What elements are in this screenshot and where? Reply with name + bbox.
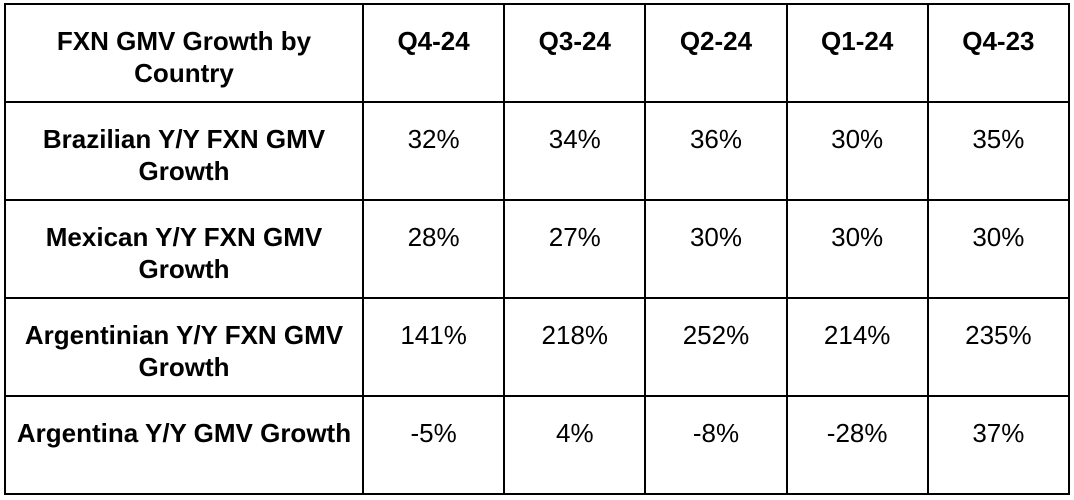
header-cell: Q4-24 xyxy=(361,3,506,103)
row-label: Mexican Y/Y FXN GMV Growth xyxy=(4,199,364,299)
value-cell: 252% xyxy=(644,297,788,397)
table-row: Brazilian Y/Y FXN GMV Growth 32% 34% 36% 30%… xyxy=(4,101,1071,201)
value-cell: 32% xyxy=(361,101,506,201)
value-cell: 30% xyxy=(926,199,1071,299)
row-label: Brazilian Y/Y FXN GMV Growth xyxy=(4,101,364,201)
value-cell: -28% xyxy=(785,395,929,495)
value-cell: 34% xyxy=(503,101,647,201)
row-label: Argentina Y/Y GMV Growth xyxy=(4,395,364,495)
header-cell: Q2-24 xyxy=(644,3,788,103)
value-cell: 30% xyxy=(785,199,929,299)
value-cell: -5% xyxy=(361,395,506,495)
header-cell: Q4-23 xyxy=(926,3,1071,103)
value-cell: 235% xyxy=(926,297,1071,397)
value-cell: 28% xyxy=(361,199,506,299)
table-row: Argentinian Y/Y FXN GMV Growth 141% 218% 25… xyxy=(4,297,1071,397)
value-cell: 214% xyxy=(785,297,929,397)
value-cell: 30% xyxy=(644,199,788,299)
header-cell: FXN GMV Growth by Country xyxy=(4,3,364,103)
value-cell: 30% xyxy=(785,101,929,201)
value-cell: 27% xyxy=(503,199,647,299)
header-cell: Q3-24 xyxy=(503,3,647,103)
table-row: Mexican Y/Y FXN GMV Growth 28% 27% 30% 30% 30… xyxy=(4,199,1071,299)
header-cell: Q1-24 xyxy=(785,3,929,103)
value-cell: 37% xyxy=(926,395,1071,495)
value-cell: 36% xyxy=(644,101,788,201)
header-row: FXN GMV Growth by Country Q4-24 Q3-24 Q2-24… xyxy=(4,3,1071,103)
value-cell: 218% xyxy=(503,297,647,397)
value-cell: -8% xyxy=(644,395,788,495)
value-cell: 35% xyxy=(926,101,1071,201)
value-cell: 4% xyxy=(503,395,647,495)
table-row: Argentina Y/Y GMV Growth -5% 4% -8% -28% 37% xyxy=(4,395,1071,495)
row-label: Argentinian Y/Y FXN GMV Growth xyxy=(4,297,364,397)
value-cell: 141% xyxy=(361,297,506,397)
growth-table: FXN GMV Growth by Country Q4-24 Q3-24 Q2-24… xyxy=(4,3,1071,495)
